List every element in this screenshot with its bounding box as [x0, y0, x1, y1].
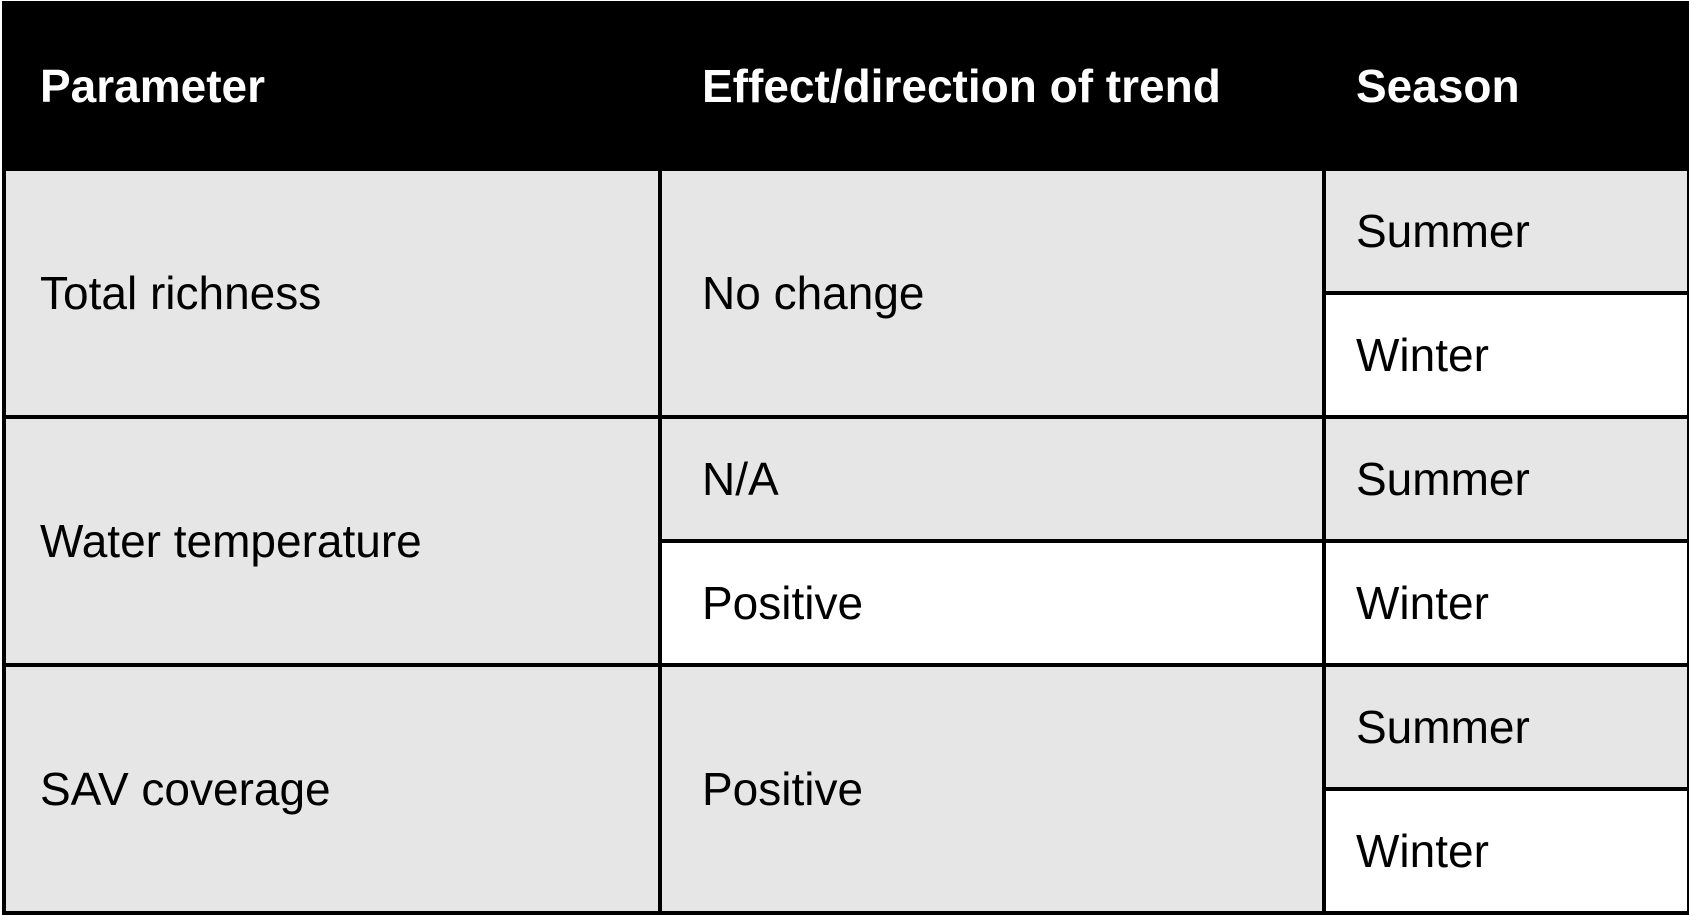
- table-row: Total richness No change Summer: [2, 167, 1689, 419]
- header-season: Season: [1322, 1, 1689, 171]
- table-row: SAV coverage Positive Summer: [2, 663, 1689, 915]
- cell-effect-sav-coverage: Positive: [658, 663, 1326, 915]
- cell-season-water-temperature-summer: Summer: [1322, 415, 1689, 543]
- cell-season-sav-coverage-winter: Winter: [1322, 787, 1689, 915]
- cell-season-sav-coverage-summer: Summer: [1322, 663, 1689, 791]
- cell-season-total-richness-summer: Summer: [1322, 167, 1689, 295]
- cell-parameter-sav-coverage: SAV coverage: [2, 663, 662, 915]
- table-row: Water temperature N/A Summer: [2, 415, 1689, 667]
- cell-season-water-temperature-winter: Winter: [1322, 539, 1689, 667]
- header-parameter: Parameter: [2, 1, 662, 171]
- table-row: Winter: [4, 787, 1689, 915]
- table-header-row: Parameter Effect/direction of trend Seas…: [2, 1, 1689, 171]
- cell-effect-total-richness: No change: [658, 167, 1326, 419]
- cell-season-total-richness-winter: Winter: [1322, 291, 1689, 419]
- cell-effect-water-temperature-winter: Positive: [658, 539, 1326, 667]
- table-row: Positive Winter: [4, 539, 1689, 667]
- cell-parameter-water-temperature: Water temperature: [2, 415, 662, 667]
- cell-effect-water-temperature-summer: N/A: [658, 415, 1326, 543]
- cell-parameter-total-richness: Total richness: [2, 167, 662, 419]
- header-effect: Effect/direction of trend: [658, 1, 1326, 171]
- table-row: Winter: [4, 291, 1689, 419]
